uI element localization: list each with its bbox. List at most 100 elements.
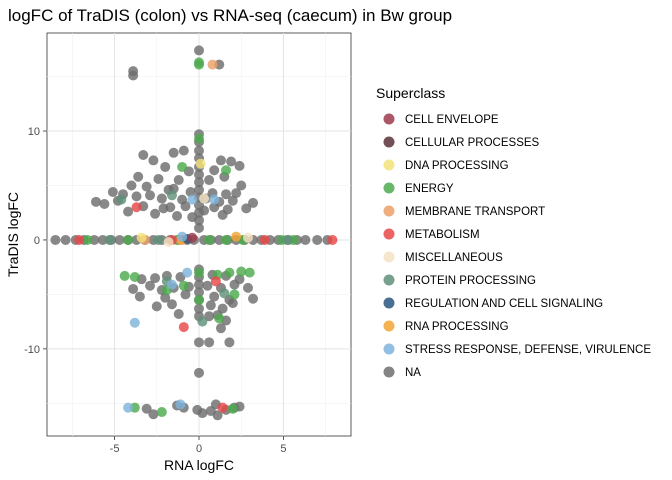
data-point — [241, 203, 252, 214]
data-point — [236, 180, 247, 191]
data-point — [224, 267, 235, 278]
data-point — [194, 303, 204, 314]
data-point — [224, 337, 235, 348]
data-point — [312, 234, 323, 245]
data-point — [217, 402, 228, 413]
data-point — [194, 294, 204, 305]
data-point — [104, 234, 115, 245]
legend-swatch — [383, 343, 395, 355]
data-point — [99, 199, 110, 210]
data-point — [199, 193, 210, 204]
data-point — [148, 155, 159, 166]
data-point — [221, 234, 232, 245]
data-point — [172, 210, 183, 221]
data-point — [119, 270, 130, 281]
data-point — [182, 267, 193, 278]
legend-label: MISCELLANEOUS — [405, 252, 503, 264]
data-point — [173, 175, 184, 186]
x-tick-label: -5 — [110, 443, 120, 455]
y-axis-title: TraDIS logFC — [5, 192, 21, 277]
data-point — [204, 234, 215, 245]
y-tick-label: 0 — [34, 235, 40, 247]
data-point — [123, 234, 134, 245]
data-point — [153, 173, 164, 184]
legend-swatch — [383, 136, 395, 148]
data-point — [107, 187, 118, 198]
x-tick-label: 5 — [280, 443, 286, 455]
data-point — [209, 194, 220, 205]
y-tick-label: 10 — [28, 126, 40, 138]
legend-label: REGULATION AND CELL SIGNALING — [405, 298, 603, 310]
data-point — [214, 313, 225, 324]
data-point — [136, 232, 147, 243]
legend-label: CELLULAR PROCESSES — [405, 137, 540, 149]
data-point — [150, 273, 161, 284]
data-point — [194, 279, 204, 290]
data-point — [123, 402, 134, 413]
legend-label: PROTEIN PROCESSING — [405, 275, 536, 287]
chart-title: logFC of TraDIS (colon) vs RNA-seq (caec… — [8, 6, 452, 25]
data-point — [178, 322, 189, 333]
data-point — [138, 149, 149, 160]
data-point — [248, 197, 259, 208]
data-point — [166, 299, 177, 310]
data-point — [204, 337, 215, 348]
legend-label: ENERGY — [405, 183, 454, 195]
data-point — [166, 279, 177, 290]
legend-label: METABOLISM — [405, 229, 480, 241]
data-point — [158, 203, 169, 214]
data-point — [229, 279, 240, 290]
data-point — [221, 165, 232, 176]
data-point — [114, 234, 125, 245]
data-point — [227, 403, 238, 414]
legend-label: DNA PROCESSING — [405, 160, 509, 172]
data-point — [259, 234, 270, 245]
points-layer — [50, 45, 338, 421]
legend-title: Superclass — [376, 85, 445, 101]
legend-swatch — [383, 228, 395, 240]
data-point — [194, 287, 204, 298]
data-point — [131, 191, 142, 202]
legend-swatch — [383, 205, 395, 217]
x-tick-label: 0 — [196, 443, 202, 455]
data-point — [231, 231, 242, 242]
data-point — [194, 337, 204, 348]
data-point — [134, 291, 145, 302]
data-point — [178, 280, 189, 291]
data-point — [197, 316, 208, 327]
x-axis-ticks: -5 0 5 — [110, 436, 287, 455]
legend-label: RNA PROCESSING — [405, 321, 509, 333]
data-point — [194, 367, 204, 378]
y-axis-ticks: -10 0 10 — [24, 126, 47, 356]
data-point — [194, 177, 204, 188]
data-point — [215, 155, 226, 166]
legend-swatch — [383, 320, 395, 332]
legend-label: MEMBRANE TRANSPORT — [405, 206, 545, 218]
data-point — [177, 161, 188, 172]
data-point — [156, 407, 167, 418]
data-point — [145, 190, 156, 201]
data-point — [156, 193, 167, 204]
data-point — [219, 288, 230, 299]
data-point — [128, 66, 139, 77]
data-point — [178, 145, 189, 156]
data-point — [74, 234, 85, 245]
x-axis-title: RNA logFC — [164, 457, 234, 473]
data-point — [226, 156, 237, 167]
data-point — [141, 403, 152, 414]
data-point — [187, 212, 198, 223]
data-point — [129, 271, 140, 282]
data-point — [205, 300, 216, 311]
data-point — [281, 234, 292, 245]
data-point — [129, 317, 140, 328]
legend-swatch — [383, 366, 395, 378]
legend-swatch — [383, 297, 395, 309]
data-point — [180, 201, 191, 212]
data-point — [173, 309, 184, 320]
legend-swatch — [383, 113, 395, 125]
data-point — [194, 169, 204, 180]
data-point — [217, 209, 228, 220]
legend-swatch — [383, 182, 395, 194]
data-point — [204, 311, 215, 322]
data-point — [150, 208, 161, 219]
